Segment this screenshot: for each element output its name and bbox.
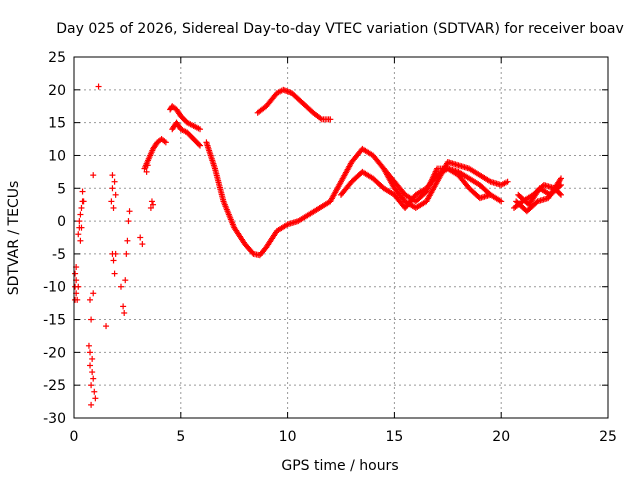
data-point bbox=[147, 204, 154, 211]
data-point bbox=[487, 191, 494, 198]
data-point bbox=[77, 237, 84, 244]
data-point bbox=[162, 139, 169, 146]
data-point bbox=[77, 211, 84, 218]
data-point bbox=[90, 375, 97, 382]
data-point bbox=[125, 218, 132, 225]
data-point bbox=[80, 198, 87, 205]
data-point bbox=[110, 257, 117, 264]
data-point bbox=[558, 191, 565, 198]
data-point bbox=[72, 270, 79, 277]
data-point bbox=[79, 188, 86, 195]
data-point bbox=[87, 362, 94, 369]
chart-title: Day 025 of 2026, Sidereal Day-to-day VTE… bbox=[56, 21, 624, 37]
x-tick-label: 10 bbox=[279, 429, 297, 445]
data-point bbox=[95, 83, 102, 90]
data-point bbox=[109, 172, 116, 179]
data-point bbox=[556, 190, 563, 197]
data-point bbox=[137, 234, 144, 241]
data-point bbox=[126, 208, 133, 215]
data-point bbox=[90, 290, 97, 297]
data-point bbox=[123, 250, 130, 257]
data-point bbox=[150, 201, 157, 208]
data-point bbox=[139, 241, 146, 248]
y-tick-label: -5 bbox=[52, 247, 66, 263]
y-axis-label: SDTVAR / TECUs bbox=[6, 181, 22, 296]
data-point bbox=[92, 395, 99, 402]
data-point bbox=[120, 303, 127, 310]
data-point bbox=[197, 142, 204, 149]
y-tick-label: 0 bbox=[57, 214, 66, 230]
data-point bbox=[558, 175, 565, 182]
data-point bbox=[556, 183, 563, 190]
data-point bbox=[121, 309, 128, 316]
data-point bbox=[327, 116, 334, 123]
y-tick-label: 15 bbox=[48, 116, 66, 132]
grid bbox=[74, 57, 608, 418]
y-tick-label: -10 bbox=[43, 280, 66, 296]
data-point bbox=[117, 283, 124, 290]
data-point bbox=[89, 355, 96, 362]
data-point bbox=[89, 369, 96, 376]
data-points bbox=[72, 83, 565, 408]
data-point bbox=[90, 172, 97, 179]
x-tick-label: 5 bbox=[176, 429, 185, 445]
data-point bbox=[112, 250, 119, 257]
data-point bbox=[111, 178, 118, 185]
data-point bbox=[75, 283, 82, 290]
data-point bbox=[504, 178, 511, 185]
x-tick-label: 0 bbox=[70, 429, 79, 445]
data-point bbox=[195, 141, 202, 148]
data-point bbox=[85, 342, 92, 349]
y-tick-label: 10 bbox=[48, 148, 66, 164]
data-point bbox=[88, 401, 95, 408]
data-point bbox=[148, 198, 155, 205]
data-point bbox=[78, 224, 85, 231]
data-point bbox=[111, 270, 118, 277]
x-tick-label: 15 bbox=[385, 429, 403, 445]
data-point bbox=[486, 190, 493, 197]
x-tick-label: 25 bbox=[599, 429, 617, 445]
data-point bbox=[498, 198, 505, 205]
data-point bbox=[75, 231, 82, 238]
data-point bbox=[88, 382, 95, 389]
data-point bbox=[103, 323, 110, 330]
data-point bbox=[74, 296, 81, 303]
data-point bbox=[143, 168, 150, 175]
data-point bbox=[122, 277, 129, 284]
data-point bbox=[124, 237, 131, 244]
y-tick-label: 20 bbox=[48, 83, 66, 99]
x-tick-label: 20 bbox=[492, 429, 510, 445]
y-tick-label: -25 bbox=[43, 378, 66, 394]
data-point bbox=[110, 204, 117, 211]
data-point bbox=[109, 185, 116, 192]
data-point bbox=[87, 349, 94, 356]
data-point bbox=[91, 388, 98, 395]
data-point bbox=[558, 181, 565, 188]
data-point bbox=[112, 191, 119, 198]
data-point bbox=[108, 198, 115, 205]
y-tick-label: -20 bbox=[43, 345, 66, 361]
data-point bbox=[76, 218, 83, 225]
y-tick-label: -30 bbox=[43, 411, 66, 427]
data-point bbox=[197, 126, 204, 133]
y-tick-label: 25 bbox=[48, 50, 66, 66]
data-point bbox=[88, 316, 95, 323]
ticks: 0 5 10 15 20 25 -30 -25 -20 -15 -10 -5 0 5 10 15 20 25 bbox=[43, 50, 617, 445]
y-tick-label: -15 bbox=[43, 313, 66, 329]
plot-frame bbox=[73, 56, 609, 419]
data-point bbox=[87, 296, 94, 303]
y-tick-label: 5 bbox=[57, 181, 66, 197]
x-axis-label: GPS time / hours bbox=[281, 458, 398, 474]
data-point bbox=[78, 204, 85, 211]
